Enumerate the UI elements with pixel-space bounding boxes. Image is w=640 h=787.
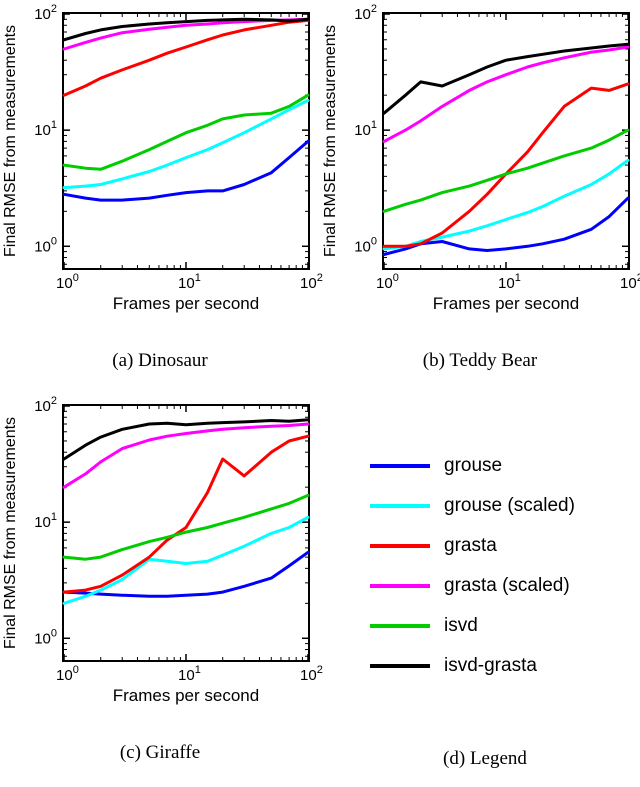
legend-item-grasta: grasta xyxy=(368,526,630,566)
panel-caption-a: (a) Dinosaur xyxy=(112,350,208,371)
svg-text:102: 102 xyxy=(620,272,640,292)
legend-line-grouse-scaled xyxy=(370,504,430,508)
legend-item-grouse-scaled: grouse (scaled) xyxy=(368,486,630,526)
svg-text:101: 101 xyxy=(498,272,521,292)
legend-item-grouse: grouse xyxy=(368,446,630,486)
x-axis-label: Frames per second xyxy=(432,294,580,313)
panel-caption-b: (b) Teddy Bear xyxy=(422,350,538,371)
legend-item-grasta-scaled: grasta (scaled) xyxy=(368,566,630,606)
svg-text:100: 100 xyxy=(354,235,377,255)
chart-canvas-dinosaur: 100 101 102 100 101 102 xyxy=(34,3,323,292)
legend-line-grasta xyxy=(370,544,430,548)
svg-text:100: 100 xyxy=(56,272,79,292)
legend-item-isvd: isvd xyxy=(368,606,630,646)
svg-text:101: 101 xyxy=(34,119,57,139)
legend-label-grouse: grouse xyxy=(444,455,503,476)
panel-giraffe: Final RMSE from measurements 100 101 102 10… xyxy=(0,392,323,782)
svg-text:100: 100 xyxy=(376,272,399,292)
legend-label-grasta-scaled: grasta (scaled) xyxy=(444,575,570,596)
legend-line-isvd xyxy=(370,624,430,628)
plot-area-dinosaur: 100 101 102 100 101 102 xyxy=(34,3,323,292)
x-axis-label: Frames per second xyxy=(112,294,260,313)
legend-line-grouse xyxy=(370,464,430,468)
svg-text:100: 100 xyxy=(34,235,57,255)
legend: grouse grouse (scaled) grasta grasta (sc… xyxy=(368,446,630,686)
svg-text:101: 101 xyxy=(34,511,57,531)
svg-text:102: 102 xyxy=(300,664,323,684)
panel-caption-d: (d) Legend xyxy=(443,748,527,769)
legend-label-isvd-grasta: isvd-grasta xyxy=(444,655,537,676)
legend-line-grasta-scaled xyxy=(370,584,430,588)
panel-caption-c: (c) Giraffe xyxy=(119,742,201,763)
svg-text:100: 100 xyxy=(34,627,57,647)
svg-text:100: 100 xyxy=(56,664,79,684)
svg-text:101: 101 xyxy=(178,272,201,292)
y-axis-label: Final RMSE from measurements xyxy=(322,24,339,258)
chart-canvas-giraffe: 100 101 102 100 101 102 xyxy=(34,395,323,684)
y-axis-label: Final RMSE from measurements xyxy=(2,416,19,650)
svg-text:101: 101 xyxy=(178,664,201,684)
legend-label-grouse-scaled: grouse (scaled) xyxy=(444,495,575,516)
chart-canvas-teddy-bear: 100 101 102 100 101 102 xyxy=(354,3,640,292)
svg-text:102: 102 xyxy=(354,3,377,23)
legend-item-isvd-grasta: isvd-grasta xyxy=(368,646,630,686)
y-axis-label: Final RMSE from measurements xyxy=(2,24,19,258)
x-axis-label: Frames per second xyxy=(112,686,260,705)
svg-text:102: 102 xyxy=(34,395,57,415)
plot-area-teddy-bear: 100 101 102 100 101 102 xyxy=(354,3,640,292)
svg-text:102: 102 xyxy=(300,272,323,292)
panel-dinosaur: Final RMSE from measurements 100 101 102 10… xyxy=(0,0,323,390)
legend-label-grasta: grasta xyxy=(444,535,497,556)
svg-text:102: 102 xyxy=(34,3,57,23)
plot-area-giraffe: 100 101 102 100 101 102 xyxy=(34,395,323,684)
panel-teddy-bear: Final RMSE from measurements 100 101 102 10… xyxy=(320,0,640,390)
legend-label-isvd: isvd xyxy=(444,615,478,636)
legend-line-isvd-grasta xyxy=(370,664,430,668)
svg-text:101: 101 xyxy=(354,119,377,139)
